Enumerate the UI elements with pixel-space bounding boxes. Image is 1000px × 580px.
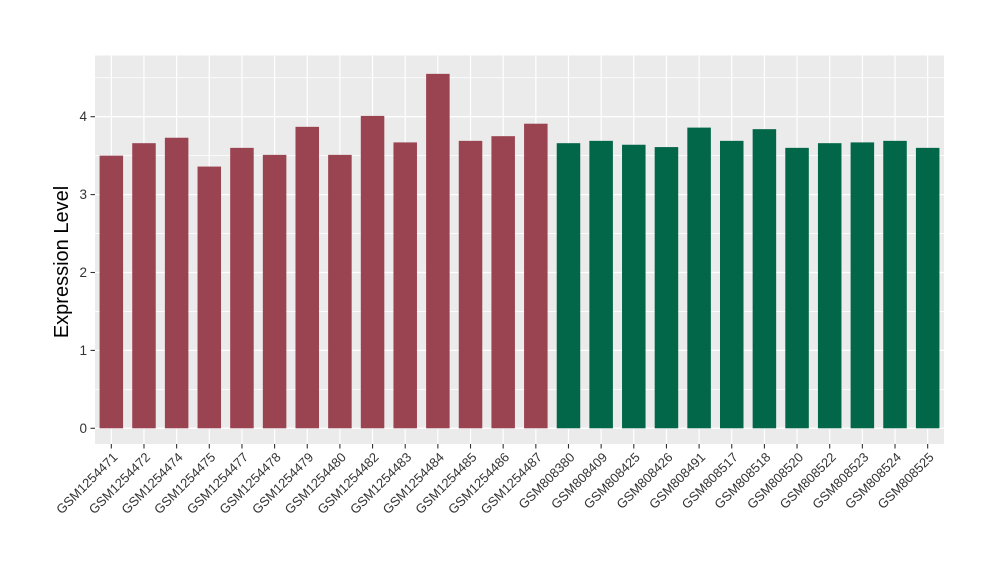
bar	[915, 147, 940, 429]
y-tick-label: 4	[79, 109, 87, 124]
bar	[524, 123, 548, 429]
bar	[132, 143, 156, 429]
plot-panel	[95, 55, 944, 444]
bar	[883, 140, 907, 429]
bar	[817, 143, 842, 429]
bar	[654, 147, 679, 429]
y-tick-label: 2	[79, 265, 87, 280]
bar	[785, 147, 809, 429]
bar	[328, 154, 352, 429]
y-tick-label: 3	[79, 187, 87, 202]
bar	[197, 166, 222, 429]
bar	[262, 154, 287, 429]
bar	[687, 127, 711, 429]
bar	[589, 140, 613, 429]
bar	[426, 73, 450, 429]
bar	[360, 115, 385, 429]
bar	[230, 147, 254, 429]
bar	[622, 144, 646, 429]
bar	[164, 137, 189, 429]
bar	[393, 142, 417, 429]
bar	[556, 143, 581, 429]
bar	[752, 129, 777, 429]
y-axis-title: Expression Level	[51, 186, 73, 338]
bar	[458, 140, 483, 429]
bar	[719, 140, 744, 429]
y-tick-label: 0	[79, 421, 87, 436]
bar	[850, 142, 875, 429]
bar	[295, 126, 320, 429]
bar	[491, 136, 515, 429]
y-tick-label: 1	[79, 343, 87, 358]
bar	[99, 155, 124, 429]
panel-background	[95, 55, 944, 444]
